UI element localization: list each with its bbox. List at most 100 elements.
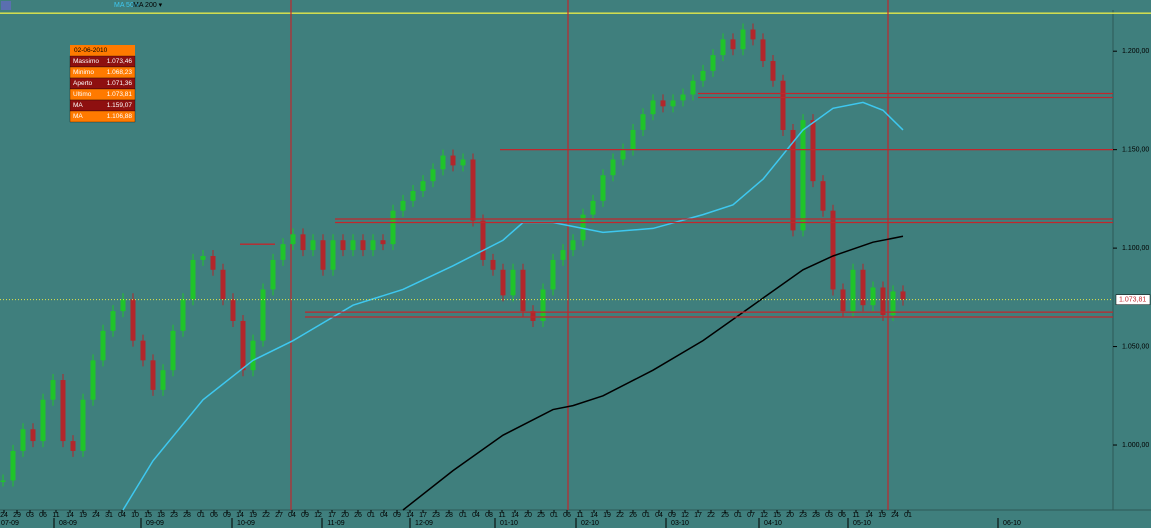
x-tick-label: 31: [105, 512, 113, 519]
candle: [280, 244, 286, 260]
y-tick-label: 1.050,00: [1122, 343, 1149, 350]
x-tick-label: 11: [498, 512, 505, 519]
candle: [90, 360, 96, 400]
candle: [670, 100, 676, 107]
candle: [50, 380, 56, 400]
candle: [520, 269, 526, 312]
x-tick-label: 04: [472, 512, 480, 519]
x-tick-label: 06: [210, 512, 218, 519]
candle: [700, 70, 706, 81]
x-tick-label: 23: [170, 512, 178, 519]
x-tick-label: 28: [445, 512, 453, 519]
info-label: Aperto: [73, 80, 93, 87]
x-tick-label: 19: [79, 512, 87, 519]
x-tick-label: 14: [236, 512, 244, 519]
month-label: 10-09: [237, 520, 255, 527]
candle: [680, 94, 686, 101]
candle: [880, 287, 886, 316]
x-tick-label: 01: [734, 512, 742, 519]
x-tick-label: 18: [157, 512, 165, 519]
candle: [290, 234, 296, 245]
candle: [320, 240, 326, 270]
candle: [370, 240, 376, 251]
x-tick-label: 15: [144, 512, 152, 519]
candle: [410, 191, 416, 201]
candle: [740, 29, 746, 50]
x-tick-label: 27: [275, 512, 283, 519]
candle: [0, 480, 6, 482]
x-tick-label: 19: [249, 512, 257, 519]
toolbar-ma50[interactable]: MA 50 ▾: [114, 2, 140, 9]
candle: [40, 399, 46, 442]
candle: [470, 159, 476, 221]
candle: [190, 259, 196, 300]
x-tick-label: 23: [432, 512, 440, 519]
candle: [480, 220, 486, 260]
info-value: 1.073,46: [107, 58, 133, 65]
info-value: 1.071,36: [107, 80, 133, 87]
month-label: 03-10: [671, 520, 689, 527]
month-label: 12-09: [415, 520, 433, 527]
month-label: 09-09: [146, 520, 164, 527]
candle: [830, 210, 836, 290]
month-label: 08-09: [59, 520, 77, 527]
x-tick-label: 26: [629, 512, 637, 519]
info-label: Minimo: [73, 69, 94, 76]
candle: [540, 289, 546, 321]
info-value: 1.159,07: [107, 102, 133, 109]
toolbar-icon[interactable]: [1, 1, 11, 10]
candle: [820, 181, 826, 211]
candle: [330, 240, 336, 270]
candle: [160, 370, 166, 390]
y-tick-label: 1.150,00: [1122, 146, 1149, 153]
x-tick-label: 20: [786, 512, 794, 519]
x-tick-label: 01: [904, 512, 912, 519]
month-label: 02-10: [581, 520, 599, 527]
candle: [460, 159, 466, 166]
x-tick-label: 14: [406, 512, 414, 519]
x-tick-label: 24: [92, 512, 100, 519]
candle: [710, 55, 716, 71]
x-tick-label: 12: [760, 512, 768, 519]
candle: [210, 255, 216, 270]
candle: [550, 259, 556, 290]
candle: [580, 214, 586, 241]
candle: [450, 155, 456, 166]
month-label: 05-10: [853, 520, 871, 527]
candle: [730, 39, 736, 50]
candle: [810, 120, 816, 182]
x-tick-label: 03: [26, 512, 34, 519]
candle: [170, 330, 176, 371]
candle: [250, 340, 256, 371]
info-box: 02-06-2010 Massimo 1.073,46 Minimo 1.068,23 A…: [69, 45, 136, 123]
current-price-box: [1115, 294, 1151, 305]
x-tick-label: 03: [825, 512, 833, 519]
candle: [360, 240, 366, 251]
candle: [80, 399, 86, 451]
info-value: 1.068,23: [107, 69, 133, 76]
candle: [260, 289, 266, 341]
x-tick-label: 12: [314, 512, 322, 519]
x-tick-label: 01: [367, 512, 375, 519]
info-date: 02-06-2010: [74, 47, 108, 54]
x-tick-label: 22: [707, 512, 715, 519]
x-tick-label: 04: [118, 512, 126, 519]
x-tick-label: 29: [13, 512, 21, 519]
candle: [60, 380, 66, 442]
month-label: 07-09: [1, 520, 19, 527]
x-tick-label: 17: [694, 512, 702, 519]
candle: [900, 291, 906, 300]
candle: [430, 169, 436, 182]
x-tick-label: 25: [721, 512, 729, 519]
candle: [650, 100, 656, 115]
x-tick-label: 09: [301, 512, 309, 519]
toolbar-ma200[interactable]: MA 200 ▾: [133, 2, 163, 9]
y-tick-label: 1.000,00: [1122, 442, 1149, 449]
info-row-bg: [69, 110, 136, 123]
x-tick-label: 17: [328, 512, 336, 519]
x-tick-label: 09: [668, 512, 676, 519]
x-tick-label: 10: [131, 512, 139, 519]
y-tick-label: 1.100,00: [1122, 245, 1149, 252]
candle: [780, 80, 786, 130]
